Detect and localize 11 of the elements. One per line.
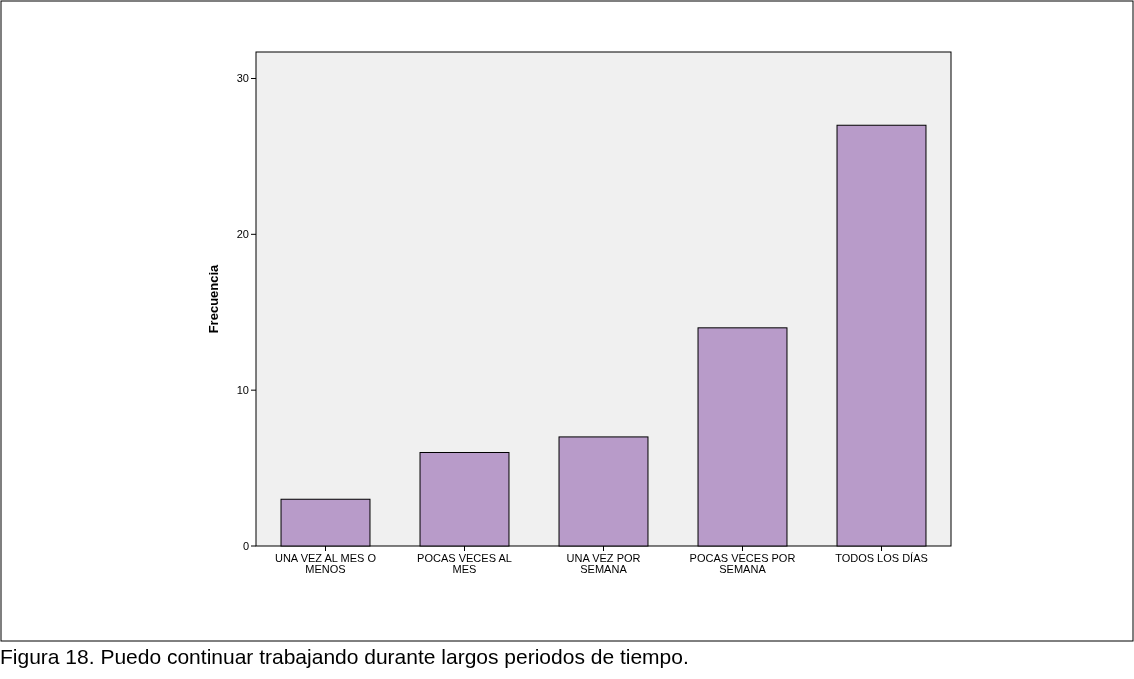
x-tick-label: TODOS LOS DÍAS xyxy=(835,552,928,564)
x-tick-label: POCAS VECES AL MES xyxy=(417,552,512,575)
x-tick-label: UNA VEZ AL MES O MENOS xyxy=(274,552,377,575)
y-tick-label: 0 xyxy=(242,539,249,552)
y-tick-label: 10 xyxy=(236,384,249,397)
x-tick-label: UNA VEZ POR SEMANA xyxy=(566,552,641,575)
y-tick-label: 30 xyxy=(236,72,249,85)
text: Figura 18. Puedo continuar trabajando durante largos periodos de tiempo. xyxy=(0,645,689,668)
y-axis-title: Frecuencia xyxy=(206,263,221,334)
y-tick-label: 20 xyxy=(236,228,249,241)
x-tick-label: POCAS VECES POR SEMANA xyxy=(689,552,796,575)
